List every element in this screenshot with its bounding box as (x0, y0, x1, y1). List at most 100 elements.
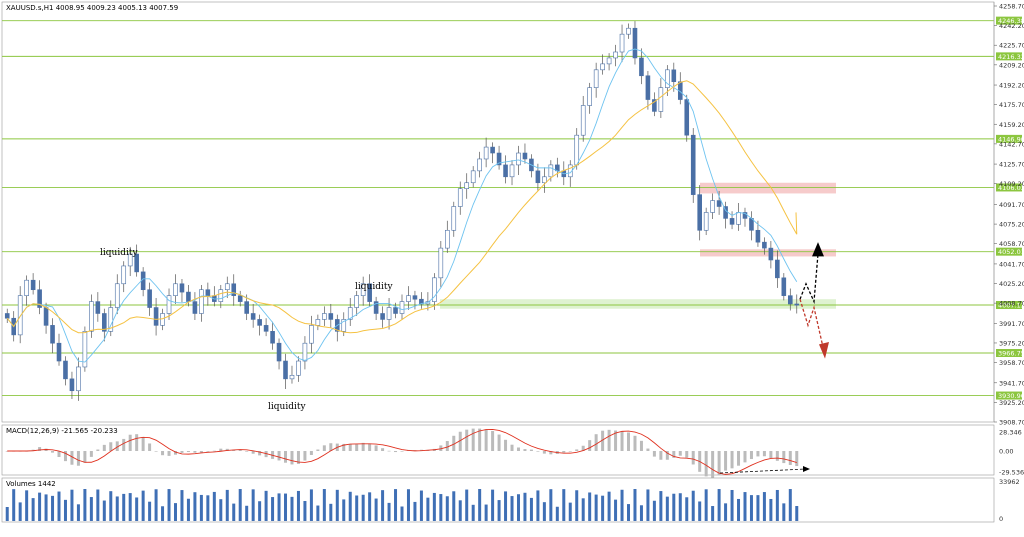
candle-body (237, 295, 243, 302)
volume-bar (542, 502, 546, 521)
candle-body (574, 134, 580, 166)
volume-bar (141, 490, 145, 521)
macd-histogram-bar (743, 451, 747, 463)
main-pane-border (1, 1, 995, 423)
volume-bar (251, 489, 255, 521)
macd-histogram-bar (122, 438, 126, 451)
macd-histogram-bar (57, 451, 61, 457)
candle-body (613, 51, 618, 59)
volume-bar (284, 493, 288, 521)
macd-histogram-bar (497, 434, 501, 451)
macd-histogram-bar (491, 430, 495, 451)
candle-body (231, 283, 237, 296)
volume-bar (581, 498, 585, 521)
bullish-arrowhead (812, 242, 824, 257)
candle-body (244, 301, 249, 314)
volume-bar (743, 492, 747, 521)
price-tick-label: 4225.70 (999, 42, 1024, 50)
candle-body (703, 212, 709, 231)
volume-bar (478, 489, 482, 521)
candle-body (619, 33, 625, 53)
level-label: 4106.03 (998, 184, 1024, 192)
macd-histogram-bar (199, 451, 203, 453)
price-tick-label: 4159.20 (999, 121, 1024, 129)
candle-body (218, 289, 224, 302)
macd-group: 28.346 0.00 -29.536 (5, 429, 1024, 478)
candle-body (24, 279, 29, 296)
volume-bar (575, 490, 579, 521)
macd-histogram-bar (368, 443, 372, 451)
candle-body (406, 295, 411, 302)
volume-bar (329, 503, 333, 521)
candle-body (76, 366, 81, 392)
volume-bar (115, 496, 119, 521)
volume-bar (704, 489, 708, 521)
price-tick-label: 4041.70 (999, 260, 1024, 268)
volume-bar (665, 496, 669, 521)
candle-body (37, 289, 42, 308)
macd-histogram-bar (711, 451, 715, 478)
macd-histogram-bar (83, 451, 87, 463)
candle-body (199, 289, 204, 314)
macd-histogram-bar (458, 431, 462, 451)
macd-histogram-bar (322, 445, 326, 451)
macd-histogram-bar (154, 451, 158, 452)
volume-bar (458, 500, 462, 521)
volume-bar (659, 491, 663, 521)
level-label-box (996, 247, 1022, 256)
volume-bar (225, 489, 229, 521)
candle-body (289, 374, 295, 380)
macd-histogram-bar (309, 451, 313, 455)
macd-histogram-bar (762, 451, 766, 457)
macd-histogram-bar (685, 451, 689, 458)
macd-arrowhead (803, 466, 810, 472)
macd-histogram-bar (89, 451, 93, 457)
volume-bar (536, 490, 540, 521)
candle-body (386, 307, 392, 320)
macd-histogram-bar (659, 451, 663, 460)
candle-body (121, 265, 127, 285)
volume-bar (38, 492, 42, 521)
volume-bar (206, 495, 210, 521)
price-tick-label: 4008.70 (999, 300, 1024, 308)
price-tick-label: 4192.20 (999, 82, 1024, 90)
macd-histogram-bar (588, 440, 592, 451)
volume-bar (186, 498, 190, 521)
price-tick-label: 3958.70 (999, 359, 1024, 367)
candle-body (496, 152, 502, 166)
level-label-box (996, 391, 1022, 400)
volume-bar (685, 497, 689, 521)
price-axis: 4258.70 4242.20 4225.70 4209.20 4192.20 4175.… (993, 2, 1024, 427)
candles-group (4, 21, 800, 401)
volume-bar (76, 504, 80, 521)
macd-histogram-bar (445, 441, 449, 451)
macd-histogram-bar (652, 451, 656, 457)
price-tick-label: 3941.70 (999, 379, 1024, 387)
candle-body (684, 99, 690, 136)
volume-bar (484, 504, 488, 521)
candle-body (108, 307, 114, 332)
liquidity-annotation: liquidity (355, 282, 393, 292)
candle-body (322, 313, 327, 320)
macd-histogram-bar (549, 451, 553, 455)
volume-bar (756, 495, 760, 521)
volume-bar (400, 506, 404, 521)
macd-histogram-bar (749, 451, 753, 460)
macd-histogram-bar (219, 448, 223, 451)
macd-histogram-bar (575, 449, 579, 451)
macd-histogram-bar (238, 450, 242, 451)
bearish-arrowhead (819, 342, 829, 359)
candle-body (179, 283, 185, 293)
macd-histogram-bar (724, 451, 728, 471)
macd-histogram-bar (639, 440, 643, 451)
candle-body (457, 188, 463, 207)
candle-body (283, 360, 288, 380)
macd-histogram-bar (361, 442, 365, 451)
candle-body (160, 313, 165, 326)
candle-body (95, 301, 101, 314)
macd-histogram-bar (173, 451, 177, 455)
volume-bar (471, 504, 475, 521)
macd-histogram-bar (775, 451, 779, 461)
volume-bar (25, 490, 29, 521)
